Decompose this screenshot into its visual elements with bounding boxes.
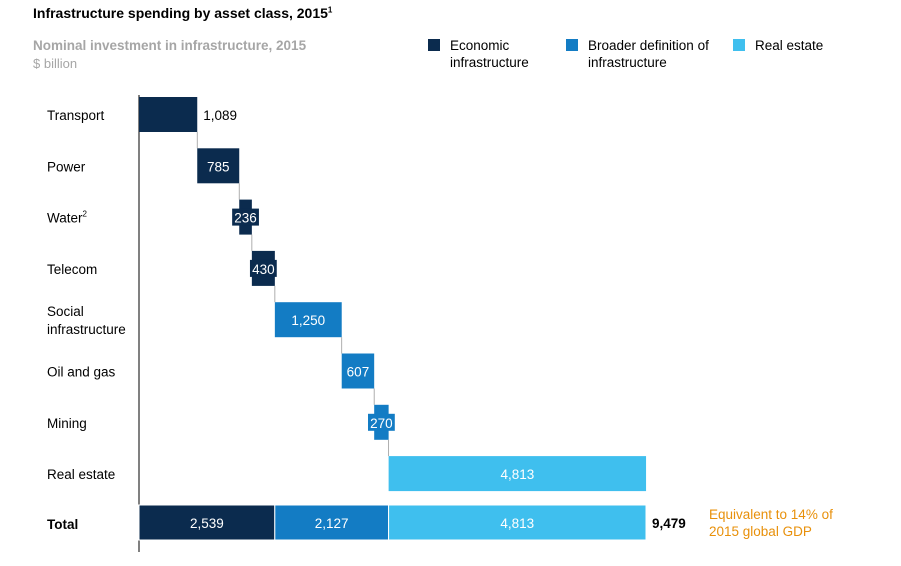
legend-label-economic: Economic infrastructure [450,38,529,70]
value-label-telecom: 430 [252,262,275,277]
value-label-transport: 1,089 [203,108,237,123]
gdp-note: Equivalent to 14% of 2015 global GDP [709,507,833,539]
chart-subtitle: Nominal investment in infrastructure, 20… [33,38,307,53]
value-label-mining: 270 [370,416,393,431]
bar-transport [139,97,198,132]
category-label-social-infrastructure-line1: Social [47,304,84,319]
bar-social-infrastructure [274,302,342,338]
category-label-real-estate: Real estate [47,467,115,482]
chart-title: Infrastructure spending by asset class, … [33,5,333,21]
value-label-social-infrastructure: 1,250 [291,313,325,328]
category-label-mining: Mining [47,416,87,431]
category-label-water: Water2 [47,210,88,226]
category-label-transport: Transport [47,108,105,123]
total-bar-real-estate [388,504,647,541]
legend-swatch-broader [566,39,578,51]
value-label-bg-water [232,208,259,226]
category-label-power: Power [47,159,86,174]
value-label-bg-oil-and-gas [344,362,372,380]
legend-real-estate: Real estate [733,37,855,54]
value-label-real-estate: 4,813 [500,467,534,482]
total-value-label: 9,479 [652,516,686,531]
legend-label-real-estate: Real estate [755,38,824,53]
total-value-economic: 2,539 [190,516,224,531]
legend-swatch-real-estate [733,39,745,51]
value-label-oil-and-gas: 607 [347,365,370,380]
category-label-oil-and-gas: Oil and gas [47,365,116,380]
value-label-bg-telecom [249,259,277,277]
value-label-water: 236 [234,211,257,226]
legend-broader: Broader definition of infrastructure [566,37,713,71]
category-label-social-infrastructure-line2: infrastructure [47,322,126,337]
legend-swatch-economic [428,39,440,51]
total-bar-broader [274,504,390,541]
total-value-broader: 2,127 [315,516,349,531]
bar-power [197,148,240,184]
value-label-power: 785 [207,159,230,174]
unit-label: $ billion [33,56,78,71]
value-label-bg-mining [368,413,395,431]
total-bar-economic [138,504,276,541]
total-value-real-estate: 4,813 [500,516,534,531]
bar-real-estate [388,456,647,492]
legend-economic: Economic infrastructure [428,37,550,71]
legend-label-broader: Broader definition of infrastructure [588,38,709,70]
category-label-total: Total [47,517,78,532]
category-label-telecom: Telecom [47,262,97,277]
